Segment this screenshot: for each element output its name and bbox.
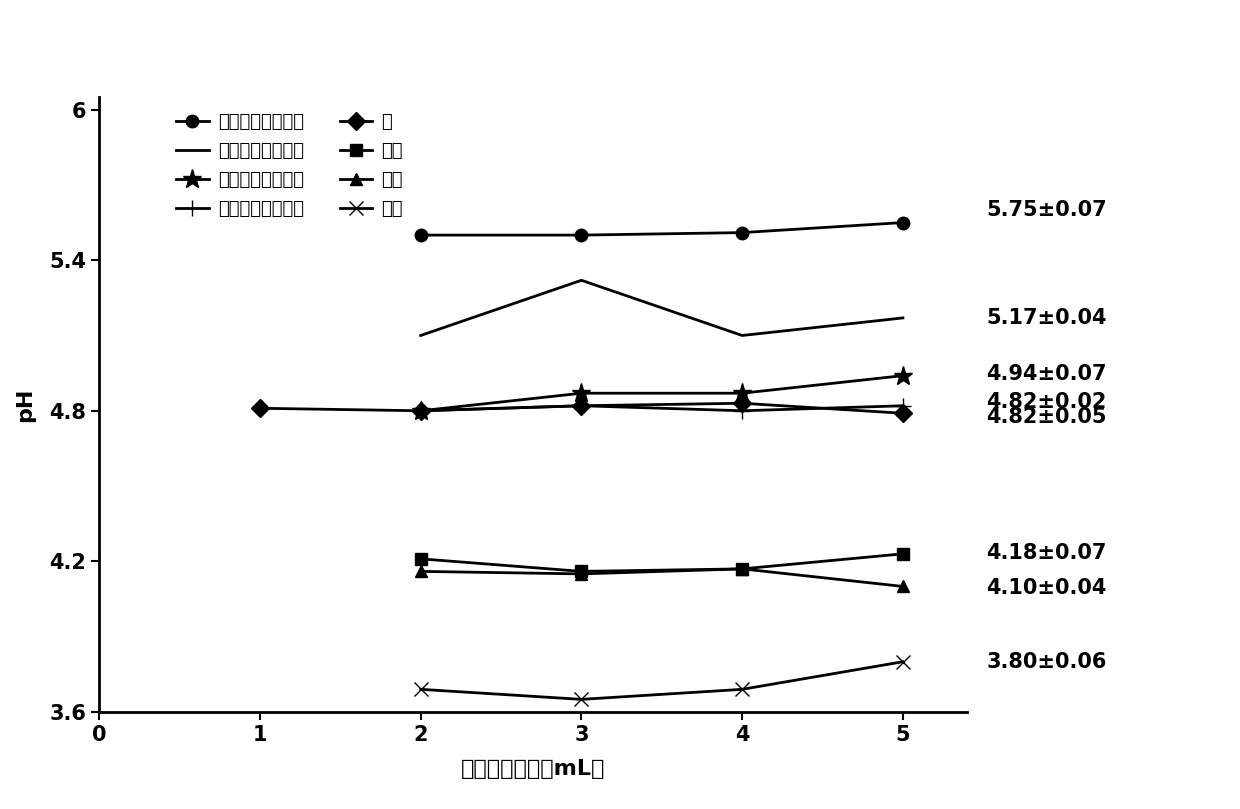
Line: 茎（红王子锦带）: 茎（红王子锦带） xyxy=(420,280,903,336)
叶（红王子锦带） xyxy=(895,371,910,380)
柘子 xyxy=(895,657,910,667)
Line: 苹果: 苹果 xyxy=(414,548,909,578)
苹果 xyxy=(574,566,589,576)
柚子 xyxy=(413,566,428,576)
Text: 3.80±0.06: 3.80±0.06 xyxy=(987,652,1107,671)
苹果 xyxy=(895,549,910,559)
根（红王子锦带） xyxy=(574,231,589,240)
茎（红王子锦带） xyxy=(413,331,428,341)
叶（红王子锦带） xyxy=(413,406,428,416)
Text: 4.82±0.05: 4.82±0.05 xyxy=(987,407,1107,427)
Legend: 根（红王子锦带）, 茎（红王子锦带）, 叶（红王子锦带）, 花（红王子锦带）, 梨, 苹果, 柚子, 柘子: 根（红王子锦带）, 茎（红王子锦带）, 叶（红王子锦带）, 花（红王子锦带）, … xyxy=(169,106,410,225)
叶（红王子锦带） xyxy=(735,388,750,398)
根（红王子锦带） xyxy=(413,231,428,240)
叶（红王子锦带） xyxy=(574,388,589,398)
苹果 xyxy=(413,554,428,564)
Y-axis label: pH: pH xyxy=(15,388,35,421)
柘子 xyxy=(574,694,589,704)
花（红王子锦带） xyxy=(735,406,750,416)
柘子 xyxy=(735,684,750,694)
Text: 4.10±0.04: 4.10±0.04 xyxy=(987,578,1107,598)
Text: 5.17±0.04: 5.17±0.04 xyxy=(987,308,1107,328)
花（红王子锦带） xyxy=(574,401,589,411)
Text: 5.75±0.07: 5.75±0.07 xyxy=(987,200,1107,220)
Text: 4.94±0.07: 4.94±0.07 xyxy=(987,364,1107,384)
茎（红王子锦带） xyxy=(574,275,589,285)
梨 xyxy=(253,404,268,413)
Line: 叶（红王子锦带）: 叶（红王子锦带） xyxy=(410,366,913,421)
X-axis label: 去离子水体积（mL）: 去离子水体积（mL） xyxy=(461,759,605,779)
根（红王子锦带） xyxy=(735,228,750,238)
苹果 xyxy=(735,564,750,574)
花（红王子锦带） xyxy=(413,406,428,416)
梨 xyxy=(735,398,750,408)
Text: 4.18±0.07: 4.18±0.07 xyxy=(987,543,1107,562)
Line: 柚子: 柚子 xyxy=(414,562,909,593)
梨 xyxy=(895,409,910,418)
梨 xyxy=(413,406,428,416)
茎（红王子锦带） xyxy=(895,313,910,323)
Line: 根（红王子锦带）: 根（红王子锦带） xyxy=(414,216,909,241)
Line: 柘子: 柘子 xyxy=(414,654,910,706)
Line: 梨: 梨 xyxy=(254,397,909,420)
柚子 xyxy=(895,582,910,591)
柚子 xyxy=(735,564,750,574)
根（红王子锦带） xyxy=(895,218,910,227)
花（红王子锦带） xyxy=(895,401,910,411)
梨 xyxy=(574,401,589,411)
Line: 花（红王子锦带）: 花（红王子锦带） xyxy=(413,397,911,419)
Text: 4.82±0.02: 4.82±0.02 xyxy=(987,392,1107,412)
柚子 xyxy=(574,569,589,578)
茎（红王子锦带） xyxy=(735,331,750,341)
柘子 xyxy=(413,684,428,694)
